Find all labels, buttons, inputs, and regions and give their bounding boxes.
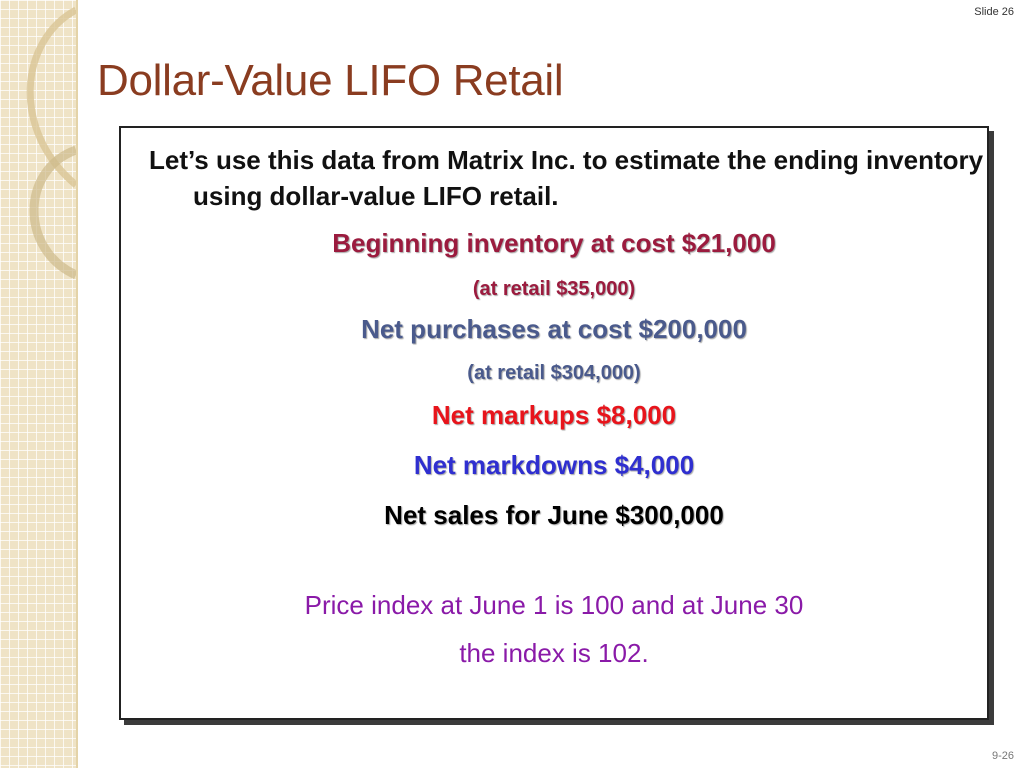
beginning-inventory-retail: (at retail $35,000) <box>472 278 636 300</box>
content-box: Let’s use this data from Matrix Inc. to … <box>119 126 989 720</box>
decorative-left-band <box>0 0 78 768</box>
net-markups: Net markups $8,000 <box>431 400 677 430</box>
decorative-arc-graphic <box>26 6 76 280</box>
intro-text: Let’s use this data from Matrix Inc. to … <box>149 145 984 211</box>
net-purchases-cost: Net purchases at cost $200,000 <box>361 314 747 344</box>
net-purchases-retail: (at retail $304,000) <box>467 362 641 384</box>
beginning-inventory-cost: Beginning inventory at cost $21,000 <box>332 228 776 258</box>
net-sales: Net sales for June $300,000 <box>384 500 724 530</box>
net-markdowns: Net markdowns $4,000 <box>413 450 695 480</box>
price-index-line-2: the index is 102. <box>459 638 649 668</box>
footer-page-label: 9-26 <box>991 750 1014 762</box>
price-index-line-1: Price index at June 1 is 100 and at June… <box>304 590 804 620</box>
slide-title: Dollar-Value LIFO Retail <box>97 56 564 105</box>
slide-number: Slide 26 <box>974 6 1014 18</box>
